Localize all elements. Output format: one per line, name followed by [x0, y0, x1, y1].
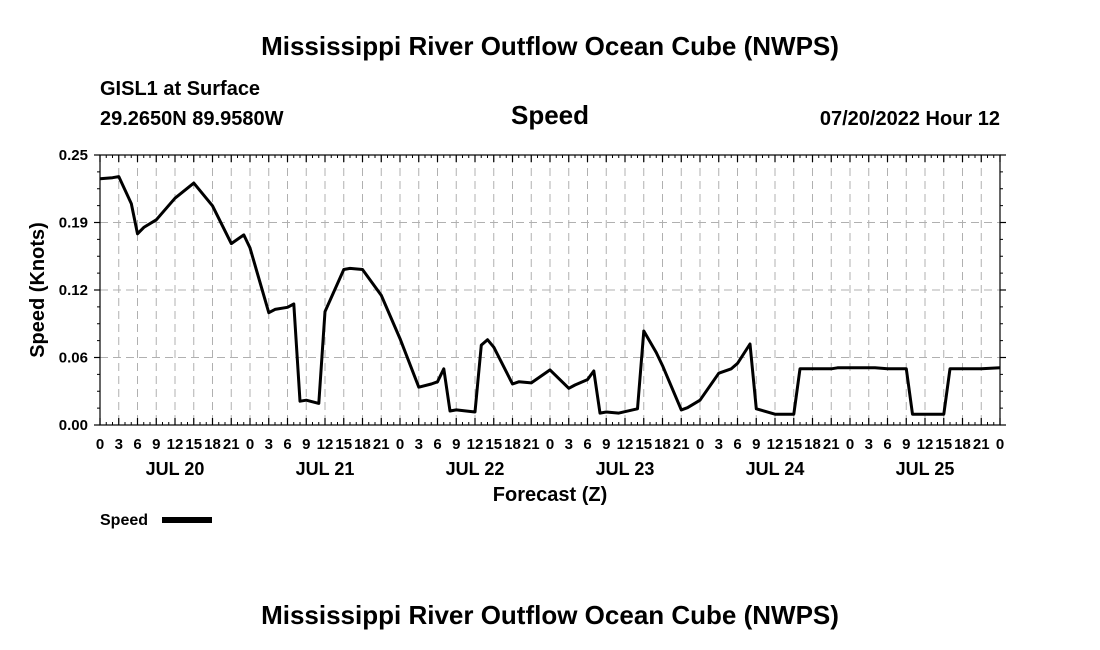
run-label: 07/20/2022 Hour 12: [820, 108, 1000, 130]
x-tick-label: 15: [935, 436, 952, 453]
axis-ticks: [94, 154, 1006, 426]
x-tick-label: 6: [433, 436, 441, 453]
x-tick-label: 6: [133, 436, 141, 453]
x-tick-label: 12: [767, 436, 784, 453]
x-tick-label: 21: [523, 436, 540, 453]
x-tick-label: 6: [283, 436, 291, 453]
x-tick-label: 0: [96, 436, 104, 453]
x-tick-label: 15: [635, 436, 652, 453]
day-label: JUL 21: [296, 459, 355, 479]
x-tick-label: 9: [752, 436, 760, 453]
x-tick-label: 6: [883, 436, 891, 453]
y-tick-label: 0.25: [59, 147, 88, 164]
x-tick-label: 12: [317, 436, 334, 453]
x-tick-label: 0: [846, 436, 854, 453]
x-tick-label: 15: [485, 436, 502, 453]
day-label: JUL 25: [896, 459, 955, 479]
x-tick-label: 3: [265, 436, 273, 453]
x-tick-label: 3: [115, 436, 123, 453]
x-tick-label: 15: [185, 436, 202, 453]
speed-series-line: [99, 175, 1001, 416]
x-axis-label: Forecast (Z): [493, 484, 607, 506]
station-label: GISL1 at Surface: [100, 78, 260, 100]
x-tick-label: 0: [396, 436, 404, 453]
x-tick-label: 9: [152, 436, 160, 453]
x-tick-label: 3: [715, 436, 723, 453]
x-tick-label: 3: [865, 436, 873, 453]
x-tick-label: 12: [917, 436, 934, 453]
x-tick-label: 18: [204, 436, 221, 453]
x-tick-label: 0: [246, 436, 254, 453]
x-tick-label: 12: [467, 436, 484, 453]
y-tick-labels: 0.00 0.06 0.12 0.19 0.25: [59, 147, 88, 434]
day-labels: JUL 20 JUL 21 JUL 22 JUL 23 JUL 24 JUL 25: [146, 459, 955, 479]
x-tick-label: 3: [415, 436, 423, 453]
x-tick-labels: 0 3 6 9 12 15 18 21 0 3 6 9 12 15 18 21 0 3 6 9 12 15 18 21 0 3 6 9…: [96, 436, 1004, 453]
y-tick-label: 0.19: [59, 215, 88, 232]
x-tick-label: 0: [546, 436, 554, 453]
legend-label: Speed: [100, 512, 148, 529]
x-tick-label: 21: [223, 436, 240, 453]
x-tick-label: 18: [354, 436, 371, 453]
y-tick-label: 0.06: [59, 350, 88, 367]
x-tick-label: 18: [654, 436, 671, 453]
x-tick-label: 21: [823, 436, 840, 453]
day-label: JUL 23: [596, 459, 655, 479]
footer-title: Mississippi River Outflow Ocean Cube (NW…: [261, 600, 839, 630]
x-tick-label: 12: [617, 436, 634, 453]
x-tick-label: 12: [167, 436, 184, 453]
x-tick-label: 0: [696, 436, 704, 453]
variable-title: Speed: [511, 100, 589, 130]
x-tick-label: 9: [302, 436, 310, 453]
x-tick-label: 15: [785, 436, 802, 453]
day-label: JUL 24: [746, 459, 805, 479]
x-tick-label: 21: [373, 436, 390, 453]
x-tick-label: 6: [583, 436, 591, 453]
x-tick-label: 0: [996, 436, 1004, 453]
coords-label: 29.2650N 89.9580W: [100, 108, 284, 130]
x-tick-label: 9: [452, 436, 460, 453]
day-label: JUL 20: [146, 459, 205, 479]
day-label: JUL 22: [446, 459, 505, 479]
x-tick-label: 15: [335, 436, 352, 453]
x-tick-label: 3: [565, 436, 573, 453]
page-title: Mississippi River Outflow Ocean Cube (NW…: [261, 31, 839, 61]
x-tick-label: 21: [673, 436, 690, 453]
grid-lines: [100, 155, 1000, 425]
x-tick-label: 21: [973, 436, 990, 453]
y-tick-label: 0.12: [59, 282, 88, 299]
y-axis-label: Speed (Knots): [27, 222, 49, 358]
x-tick-label: 18: [804, 436, 821, 453]
legend-swatch: [162, 517, 212, 523]
x-tick-label: 18: [954, 436, 971, 453]
x-tick-label: 9: [902, 436, 910, 453]
x-tick-label: 18: [504, 436, 521, 453]
x-tick-label: 9: [602, 436, 610, 453]
y-tick-label: 0.00: [59, 417, 88, 434]
x-tick-label: 6: [733, 436, 741, 453]
